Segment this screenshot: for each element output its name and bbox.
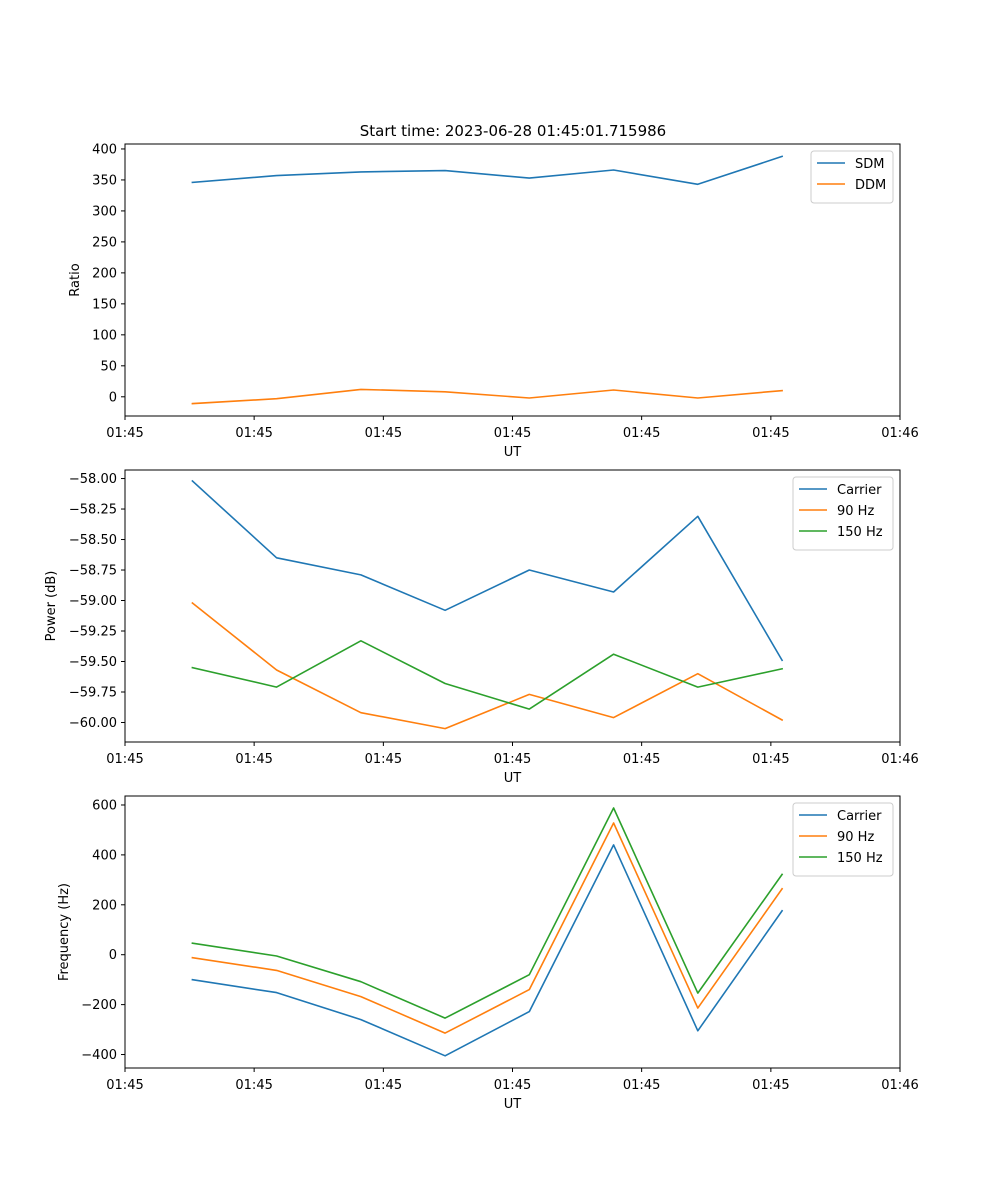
y-axis-label: Power (dB)	[44, 571, 59, 642]
series-line-150-hz	[191, 639, 784, 710]
x-tick-label: 01:45	[623, 752, 660, 767]
y-tick-label: 100	[92, 328, 117, 343]
y-tick-label: 200	[92, 266, 117, 281]
y-tick-label: −60.00	[69, 716, 117, 731]
legend-label: 150 Hz	[837, 851, 883, 866]
x-tick-label: 01:46	[881, 426, 918, 441]
x-tick-label: 01:45	[623, 426, 660, 441]
x-tick-label: 01:45	[235, 752, 272, 767]
x-tick-label: 01:45	[494, 752, 531, 767]
x-axis-label: UT	[504, 771, 522, 786]
y-tick-label: −59.75	[69, 685, 117, 700]
x-tick-label: 01:46	[881, 752, 918, 767]
y-tick-label: 150	[92, 297, 117, 312]
y-tick-label: 200	[92, 898, 117, 913]
x-tick-label: 01:45	[365, 752, 402, 767]
x-tick-label: 01:45	[106, 752, 143, 767]
y-tick-label: −59.50	[69, 655, 117, 670]
y-tick-label: 250	[92, 235, 117, 250]
y-tick-label: −58.50	[69, 533, 117, 548]
x-tick-label: 01:45	[752, 426, 789, 441]
legend-label: Carrier	[837, 483, 882, 498]
y-axis-label: Frequency (Hz)	[57, 883, 72, 981]
legend-label: DDM	[855, 178, 886, 193]
chart-title: Start time: 2023-06-28 01:45:01.715986	[360, 122, 666, 140]
x-axis-label: UT	[504, 1097, 522, 1112]
x-tick-label: 01:45	[106, 1078, 143, 1093]
legend: Carrier 90 Hz 150 Hz	[792, 802, 894, 877]
subplot-3: 01:45 01:45 01:45 01:45 01:45 01:45 01:46 −400 −…	[57, 795, 919, 1112]
y-tick-label: 0	[109, 390, 117, 405]
plot-frame	[124, 795, 901, 1069]
y-tick-label: 400	[92, 142, 117, 157]
plot-frame	[124, 469, 901, 743]
x-tick-label: 01:45	[752, 1078, 789, 1093]
y-tick-label: 600	[92, 798, 117, 813]
x-tick-label: 01:45	[235, 1078, 272, 1093]
x-tick-label: 01:46	[881, 1078, 918, 1093]
legend: Carrier 90 Hz 150 Hz	[792, 476, 894, 551]
plot-frame	[124, 143, 901, 417]
x-tick-label: 01:45	[494, 1078, 531, 1093]
legend-label: Carrier	[837, 809, 882, 824]
y-tick-label: −58.00	[69, 472, 117, 487]
x-tick-label: 01:45	[106, 426, 143, 441]
y-tick-label: −59.25	[69, 625, 117, 640]
legend-label: 90 Hz	[837, 830, 874, 845]
y-tick-label: 350	[92, 173, 117, 188]
x-tick-label: 01:45	[623, 1078, 660, 1093]
y-tick-label: −59.00	[69, 594, 117, 609]
x-tick-label: 01:45	[365, 1078, 402, 1093]
y-tick-label: 300	[92, 204, 117, 219]
y-axis-label: Ratio	[68, 263, 83, 296]
y-tick-label: 50	[100, 359, 117, 374]
y-tick-label: −58.25	[69, 503, 117, 518]
x-axis-label: UT	[504, 445, 522, 460]
series-line-90-hz	[191, 822, 784, 1034]
subplot-1: 01:45 01:45 01:45 01:45 01:45 01:45 01:46 0 50 10…	[68, 142, 919, 460]
series-line-sdm	[191, 155, 784, 186]
legend-label: 150 Hz	[837, 525, 883, 540]
series-line-carrier	[191, 844, 784, 1057]
x-tick-label: 01:45	[752, 752, 789, 767]
legend: SDM DDM	[810, 150, 894, 204]
legend-box	[810, 150, 894, 204]
series-line-ddm	[191, 388, 783, 405]
y-tick-label: −58.75	[69, 564, 117, 579]
legend-label: SDM	[855, 157, 884, 172]
x-tick-label: 01:45	[235, 426, 272, 441]
y-tick-label: −400	[81, 1048, 117, 1063]
subplot-2: 01:45 01:45 01:45 01:45 01:45 01:45 01:46 −60.0…	[44, 469, 919, 786]
y-tick-label: 0	[109, 948, 117, 963]
subplots: 01:45 01:45 01:45 01:45 01:45 01:45 01:46 0 50 10…	[44, 142, 919, 1112]
y-tick-label: −200	[81, 998, 117, 1013]
series-line-150-hz	[191, 807, 784, 1019]
x-tick-label: 01:45	[365, 426, 402, 441]
x-tick-label: 01:45	[494, 426, 531, 441]
y-tick-label: 400	[92, 848, 117, 863]
legend-label: 90 Hz	[837, 504, 874, 519]
series-line-carrier	[191, 479, 784, 662]
